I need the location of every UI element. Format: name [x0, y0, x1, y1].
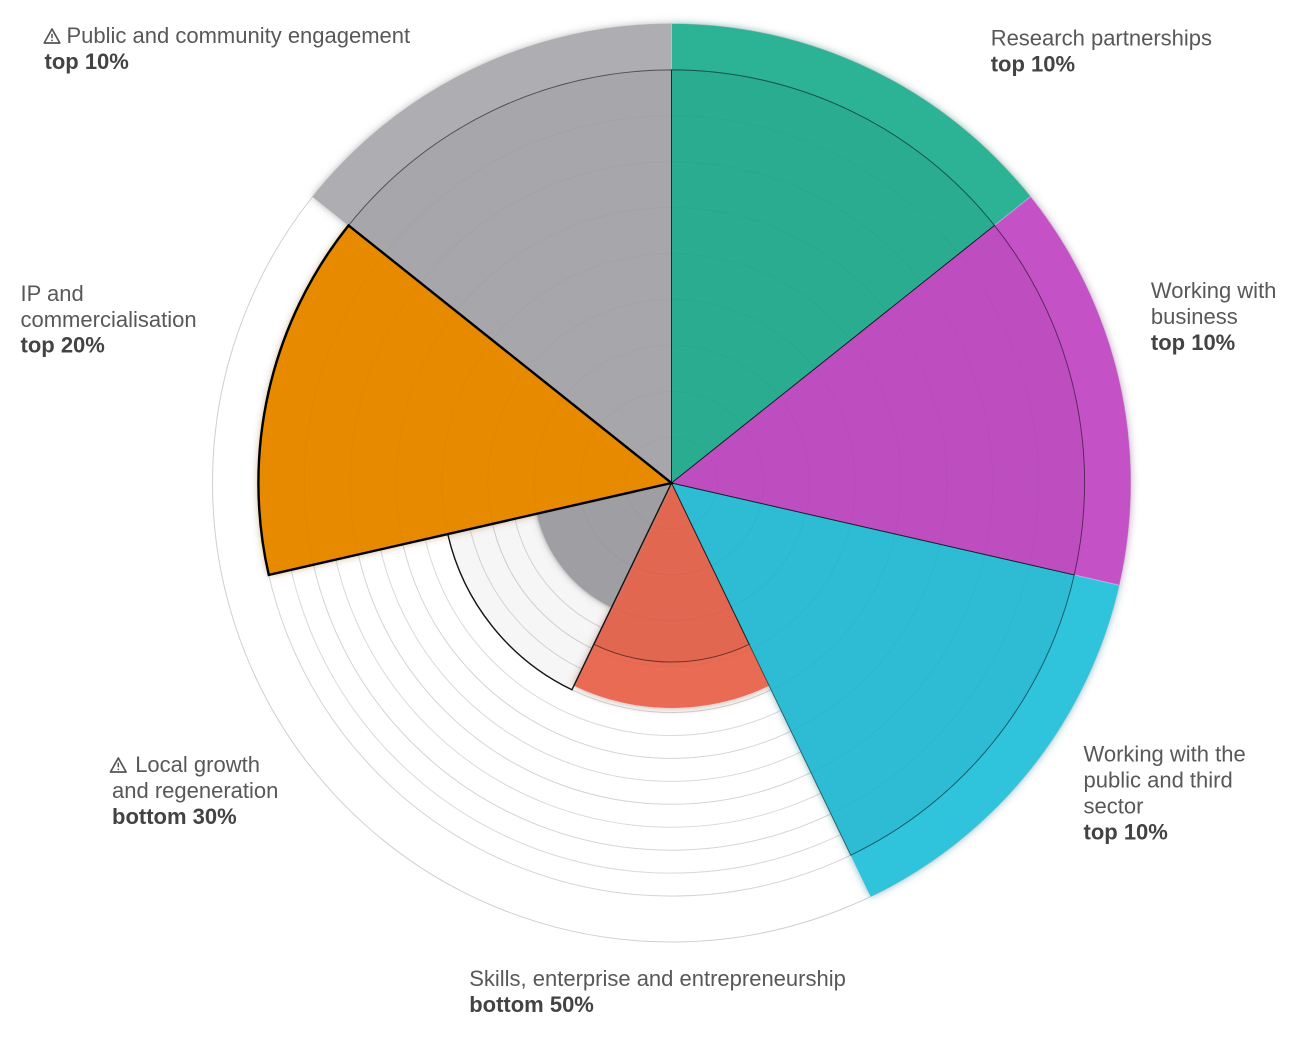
svg-text:top 10%: top 10%	[1151, 330, 1235, 355]
svg-text:bottom 30%: bottom 30%	[112, 804, 237, 829]
svg-text:Working with the: Working with the	[1084, 742, 1246, 767]
svg-text:Skills, enterprise and entrepr: Skills, enterprise and entrepreneurship	[469, 966, 846, 991]
svg-text:commercialisation: commercialisation	[21, 307, 197, 332]
svg-text:bottom 50%: bottom 50%	[469, 992, 594, 1017]
svg-text:IP and: IP and	[21, 281, 84, 306]
svg-text:top 20%: top 20%	[21, 333, 105, 358]
svg-text:public and third: public and third	[1084, 768, 1233, 793]
svg-text:Working with: Working with	[1151, 278, 1277, 303]
svg-text:top 10%: top 10%	[991, 52, 1075, 77]
svg-text:business: business	[1151, 304, 1238, 329]
svg-text:and regeneration: and regeneration	[112, 778, 278, 803]
svg-text:Local growth: Local growth	[135, 752, 260, 777]
svg-text:sector: sector	[1084, 794, 1144, 819]
svg-text:Research partnerships: Research partnerships	[991, 26, 1212, 51]
svg-text:top 10%: top 10%	[45, 49, 129, 74]
svg-text:Public and community engagemen: Public and community engagement	[67, 23, 411, 48]
svg-text:top 10%: top 10%	[1084, 820, 1168, 845]
